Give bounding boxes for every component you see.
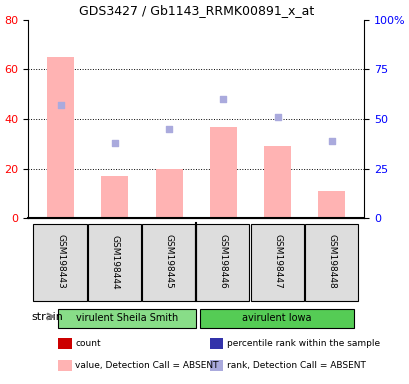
FancyBboxPatch shape bbox=[304, 225, 357, 301]
Bar bbox=[101, 176, 128, 218]
Text: GSM198448: GSM198448 bbox=[327, 235, 336, 289]
Text: strain: strain bbox=[31, 311, 63, 321]
Text: value, Detection Call = ABSENT: value, Detection Call = ABSENT bbox=[75, 361, 218, 370]
FancyBboxPatch shape bbox=[142, 225, 195, 301]
Text: virulent Sheila Smith: virulent Sheila Smith bbox=[76, 313, 178, 323]
FancyBboxPatch shape bbox=[209, 338, 222, 349]
Text: GSM198444: GSM198444 bbox=[110, 235, 119, 289]
Title: GDS3427 / Gb1143_RRMK00891_x_at: GDS3427 / Gb1143_RRMK00891_x_at bbox=[79, 4, 313, 17]
FancyBboxPatch shape bbox=[34, 225, 86, 301]
FancyBboxPatch shape bbox=[58, 361, 72, 371]
Bar bbox=[209, 126, 236, 218]
Text: GSM198447: GSM198447 bbox=[272, 235, 281, 289]
Point bbox=[57, 102, 64, 108]
FancyBboxPatch shape bbox=[88, 225, 141, 301]
Bar bbox=[263, 146, 290, 218]
Text: GSM198445: GSM198445 bbox=[164, 235, 173, 289]
Text: avirulent Iowa: avirulent Iowa bbox=[242, 313, 311, 323]
Bar bbox=[317, 191, 345, 218]
FancyBboxPatch shape bbox=[199, 309, 353, 328]
Text: count: count bbox=[75, 339, 101, 348]
FancyBboxPatch shape bbox=[58, 309, 196, 328]
FancyBboxPatch shape bbox=[250, 225, 303, 301]
FancyBboxPatch shape bbox=[58, 338, 72, 349]
Text: GSM198443: GSM198443 bbox=[56, 235, 65, 289]
Bar bbox=[155, 169, 182, 218]
Bar bbox=[47, 57, 74, 218]
Point bbox=[328, 138, 335, 144]
FancyBboxPatch shape bbox=[209, 361, 222, 371]
Point bbox=[111, 140, 118, 146]
FancyBboxPatch shape bbox=[196, 225, 249, 301]
Text: percentile rank within the sample: percentile rank within the sample bbox=[226, 339, 379, 348]
Point bbox=[220, 96, 226, 102]
Text: rank, Detection Call = ABSENT: rank, Detection Call = ABSENT bbox=[226, 361, 364, 370]
Text: GSM198446: GSM198446 bbox=[218, 235, 227, 289]
Point bbox=[165, 126, 172, 132]
Point bbox=[274, 114, 280, 120]
